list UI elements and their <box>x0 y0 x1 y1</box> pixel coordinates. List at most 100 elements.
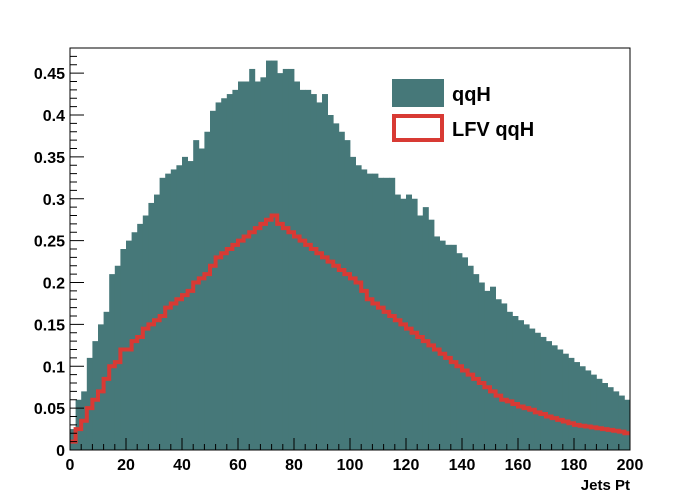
qqh-bar <box>478 282 485 450</box>
qqh-bar <box>327 115 334 450</box>
qqh-bar <box>187 161 194 450</box>
qqh-bar <box>316 102 323 450</box>
qqh-bar <box>506 311 513 450</box>
qqh-bar <box>126 240 132 450</box>
qqh-bar <box>534 332 541 450</box>
x-tick-label: 180 <box>561 457 588 474</box>
qqh-bar <box>86 357 93 450</box>
qqh-bar <box>75 399 82 450</box>
qqh-bar <box>585 370 592 450</box>
qqh-bar <box>210 110 216 450</box>
qqh-bar <box>557 349 564 450</box>
qqh-bar <box>394 194 401 450</box>
qqh-bar <box>540 336 547 450</box>
qqh-bar <box>70 429 76 450</box>
qqh-bar <box>445 244 452 450</box>
x-tick-label: 0 <box>66 457 75 474</box>
qqh-bar <box>411 198 418 450</box>
qqh-bar <box>590 374 597 450</box>
qqh-bar <box>198 148 205 450</box>
qqh-bar <box>170 169 177 450</box>
x-tick-label: 120 <box>393 457 420 474</box>
y-tick-label: 0.2 <box>43 276 65 293</box>
qqh-bar <box>467 265 474 450</box>
legend: qqH LFV qqH <box>392 79 534 142</box>
y-tick-label: 0.15 <box>34 317 65 334</box>
qqh-bar <box>462 257 468 450</box>
qqh-bar <box>103 311 110 450</box>
qqh-bar <box>383 177 390 450</box>
x-tick-label: 80 <box>285 457 303 474</box>
y-tick-label: 0.35 <box>34 150 65 167</box>
legend-swatch-qqh <box>392 79 444 107</box>
qqh-bar <box>271 60 278 450</box>
y-tick-label: 0.3 <box>43 192 65 209</box>
qqh-bar <box>148 202 155 450</box>
qqh-bar <box>98 324 104 450</box>
qqh-bar <box>495 299 502 450</box>
qqh-bar <box>142 215 149 450</box>
qqh-bar <box>355 165 362 450</box>
qqh-bar <box>288 68 295 450</box>
x-tick-label: 60 <box>229 457 247 474</box>
qqh-bar <box>254 81 261 450</box>
qqh-bar <box>366 173 373 450</box>
qqh-bar <box>165 173 172 450</box>
y-tick-label: 0.1 <box>43 359 65 376</box>
qqh-bar <box>618 395 625 450</box>
qqh-bar <box>221 98 228 450</box>
qqh-bar <box>215 102 222 450</box>
x-tick-label: 20 <box>117 457 135 474</box>
qqh-bar <box>322 94 328 450</box>
y-tick-label: 0.45 <box>34 66 65 83</box>
qqh-bar <box>238 81 244 450</box>
qqh-bar <box>282 68 289 450</box>
qqh-bar <box>624 399 631 450</box>
qqh-bar <box>551 345 558 450</box>
qqh-bar <box>176 165 183 450</box>
legend-label-qqh: qqH <box>452 84 491 106</box>
qqh-bar <box>294 81 300 450</box>
qqh-bar <box>428 219 435 450</box>
x-tick-label: 160 <box>505 457 532 474</box>
qqh-bar <box>226 94 233 450</box>
qqh-bar <box>182 156 188 450</box>
qqh-bar <box>344 140 351 450</box>
qqh-bar <box>378 177 384 450</box>
qqh-bar <box>529 328 536 450</box>
qqh-bar <box>260 77 267 450</box>
qqh-bar <box>512 316 519 450</box>
y-tick-label: 0 <box>56 443 65 460</box>
qqh-bar <box>193 140 200 450</box>
qqh-bar <box>490 286 496 450</box>
qqh-bar <box>562 353 569 450</box>
qqh-bar <box>574 362 580 450</box>
qqh-bar <box>523 324 530 450</box>
x-tick-label: 140 <box>449 457 476 474</box>
legend-swatch-lfv-qqh <box>392 114 444 142</box>
qqh-bar <box>310 94 317 450</box>
x-tick-label: 200 <box>617 457 644 474</box>
qqh-bar <box>338 131 345 450</box>
qqh-bar <box>473 274 480 450</box>
qqh-bar <box>159 177 166 450</box>
x-axis: 0 20 40 60 80 100 120 140 160 180 200 <box>66 438 644 474</box>
x-tick-label: 100 <box>337 457 364 474</box>
y-tick-label: 0.25 <box>34 234 65 251</box>
y-tick-label: 0.4 <box>43 108 65 125</box>
qqh-bar <box>372 173 379 450</box>
legend-label-lfv-qqh: LFV qqH <box>452 119 534 141</box>
qqh-bar <box>501 303 508 450</box>
qqh-bar <box>92 341 99 450</box>
y-tick-label: 0.05 <box>34 401 65 418</box>
qqh-bar <box>456 253 463 450</box>
qqh-bar <box>602 383 608 450</box>
qqh-bar <box>439 240 446 450</box>
qqh-bar <box>406 194 412 450</box>
qqh-bar <box>305 89 312 450</box>
qqh-bar <box>204 131 211 450</box>
qqh-bar <box>333 123 340 450</box>
qqh-bar <box>361 169 368 450</box>
qqh-bar <box>518 320 524 450</box>
